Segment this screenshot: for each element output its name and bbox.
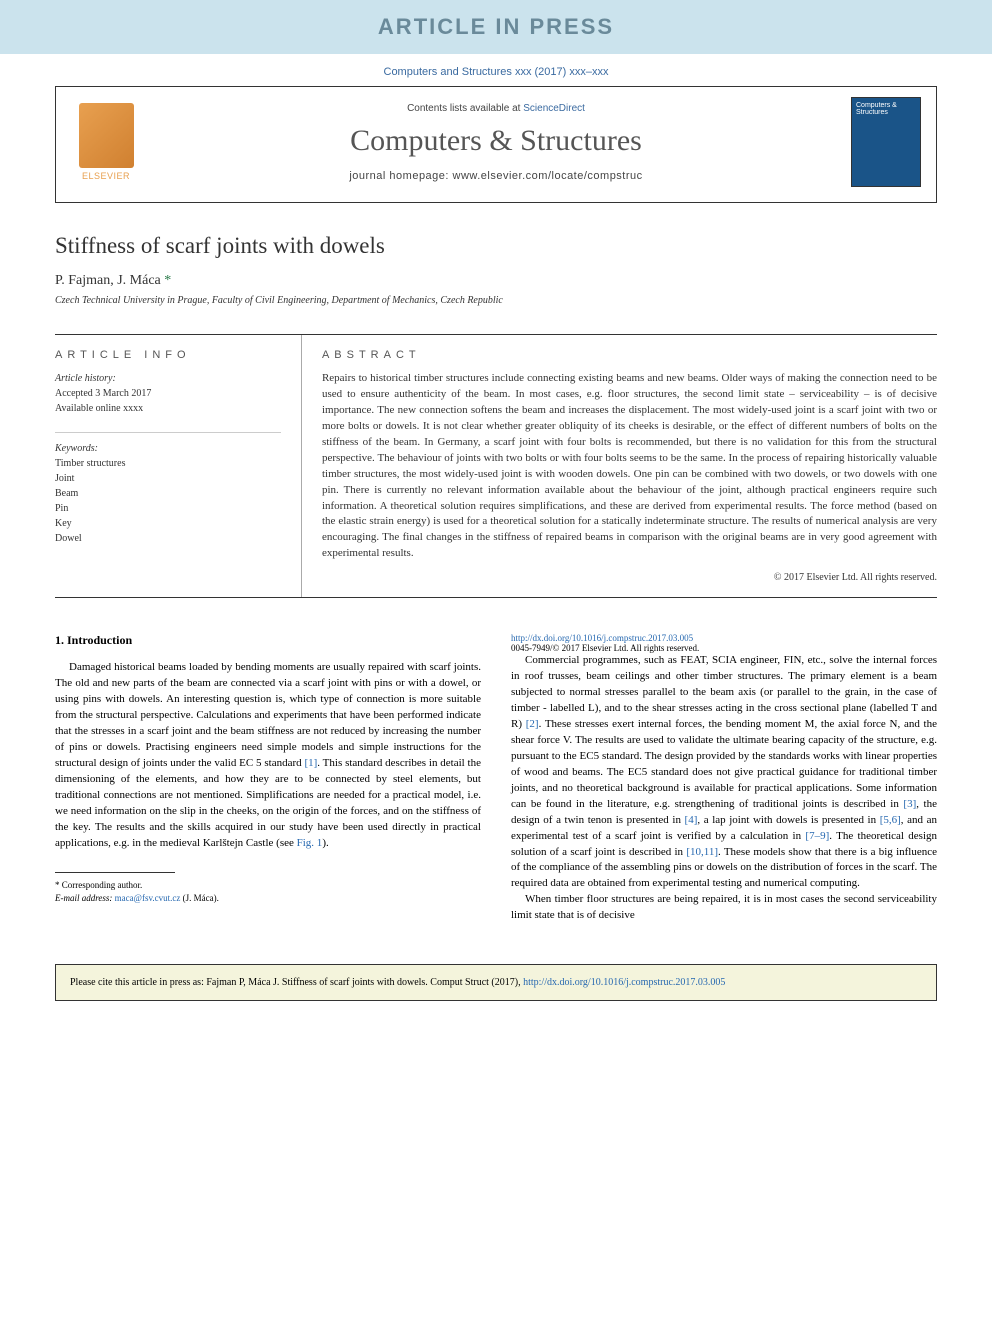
journal-name-heading: Computers & Structures xyxy=(141,124,851,158)
issn-line: 0045-7949/© 2017 Elsevier Ltd. All right… xyxy=(511,643,699,653)
two-column-body: 1. Introduction Damaged historical beams… xyxy=(55,633,937,924)
journal-reference: Computers and Structures xxx (2017) xxx–… xyxy=(0,54,992,86)
author-names: P. Fajman, J. Máca xyxy=(55,273,164,288)
header-center: Contents lists available at ScienceDirec… xyxy=(141,103,851,182)
keyword: Joint xyxy=(55,473,74,484)
info-abstract-container: ARTICLE INFO Article history: Accepted 3… xyxy=(55,334,937,598)
journal-cover-title: Computers & Structures xyxy=(852,98,920,120)
ref-link-56[interactable]: [5,6] xyxy=(880,814,901,826)
p2-text-b: . These stresses exert internal forces, … xyxy=(511,718,937,810)
ref-link-1011[interactable]: [10,11] xyxy=(686,846,718,858)
corr-author-label: * Corresponding author. xyxy=(55,879,481,893)
article-in-press-banner: ARTICLE IN PRESS xyxy=(0,0,992,54)
paragraph-1: Damaged historical beams loaded by bendi… xyxy=(55,660,481,851)
footnote-separator xyxy=(55,872,175,873)
history-label: Article history: xyxy=(55,373,116,384)
info-divider xyxy=(55,432,281,433)
body-section: 1. Introduction Damaged historical beams… xyxy=(55,633,937,924)
sciencedirect-link[interactable]: ScienceDirect xyxy=(523,103,585,114)
contents-line: Contents lists available at ScienceDirec… xyxy=(141,103,851,114)
keywords-label: Keywords: xyxy=(55,443,98,454)
email-link[interactable]: maca@fsv.cvut.cz xyxy=(115,893,181,903)
online-date: Available online xxxx xyxy=(55,403,143,414)
article-title: Stiffness of scarf joints with dowels xyxy=(55,233,937,259)
keyword: Dowel xyxy=(55,533,82,544)
ref-link-1[interactable]: [1] xyxy=(304,757,317,769)
keyword: Key xyxy=(55,518,72,529)
corresponding-mark: * xyxy=(164,273,171,288)
keyword: Pin xyxy=(55,503,68,514)
section-1-title: 1. Introduction xyxy=(55,633,481,648)
citation-box: Please cite this article in press as: Fa… xyxy=(55,964,937,1001)
doi-link[interactable]: http://dx.doi.org/10.1016/j.compstruc.20… xyxy=(511,633,693,643)
p1-text-b: . This standard describes in detail the … xyxy=(55,757,481,849)
email-line: E-mail address: maca@fsv.cvut.cz (J. Mác… xyxy=(55,892,481,906)
email-label: E-mail address: xyxy=(55,893,115,903)
paragraph-3: When timber floor structures are being r… xyxy=(511,892,937,924)
corresponding-footnote: * Corresponding author. E-mail address: … xyxy=(55,879,481,906)
section-name: Introduction xyxy=(67,633,132,647)
fig-link-1[interactable]: Fig. 1 xyxy=(297,837,323,849)
keyword: Timber structures xyxy=(55,458,125,469)
elsevier-tree-icon xyxy=(79,103,134,168)
citation-doi-link[interactable]: http://dx.doi.org/10.1016/j.compstruc.20… xyxy=(523,977,725,988)
article-info-column: ARTICLE INFO Article history: Accepted 3… xyxy=(55,335,302,597)
ref-link-2[interactable]: [2] xyxy=(526,718,539,730)
p1-text-a: Damaged historical beams loaded by bendi… xyxy=(55,661,481,769)
p1-text-c: ). xyxy=(322,837,328,849)
elsevier-label: ELSEVIER xyxy=(82,171,130,181)
article-info-header: ARTICLE INFO xyxy=(55,349,281,361)
homepage-url: www.elsevier.com/locate/compstruc xyxy=(453,170,643,182)
ref-link-79[interactable]: [7–9] xyxy=(805,830,829,842)
ref-link-3[interactable]: [3] xyxy=(903,798,916,810)
authors: P. Fajman, J. Máca * xyxy=(55,273,937,289)
ref-link-4[interactable]: [4] xyxy=(685,814,698,826)
journal-cover-thumbnail: Computers & Structures xyxy=(851,97,921,187)
abstract-copyright: © 2017 Elsevier Ltd. All rights reserved… xyxy=(322,572,937,583)
email-suffix: (J. Máca). xyxy=(180,893,218,903)
doi-block: http://dx.doi.org/10.1016/j.compstruc.20… xyxy=(511,633,937,653)
homepage-line: journal homepage: www.elsevier.com/locat… xyxy=(141,170,851,182)
citation-text: Please cite this article in press as: Fa… xyxy=(70,977,523,988)
abstract-header: ABSTRACT xyxy=(322,349,937,361)
article-history-block: Article history: Accepted 3 March 2017 A… xyxy=(55,371,281,416)
affiliation: Czech Technical University in Prague, Fa… xyxy=(55,295,937,306)
abstract-column: ABSTRACT Repairs to historical timber st… xyxy=(302,335,937,597)
elsevier-logo: ELSEVIER xyxy=(71,97,141,187)
contents-prefix: Contents lists available at xyxy=(407,103,523,114)
section-number: 1. xyxy=(55,633,64,647)
keyword: Beam xyxy=(55,488,78,499)
p2-text-d: , a lap joint with dowels is presented i… xyxy=(697,814,879,826)
paragraph-2: Commercial programmes, such as FEAT, SCI… xyxy=(511,653,937,892)
journal-header: ELSEVIER Contents lists available at Sci… xyxy=(55,86,937,203)
abstract-text: Repairs to historical timber structures … xyxy=(322,371,937,562)
keywords-block: Keywords: Timber structures Joint Beam P… xyxy=(55,441,281,546)
accepted-date: Accepted 3 March 2017 xyxy=(55,388,151,399)
homepage-prefix: journal homepage: xyxy=(349,170,452,182)
